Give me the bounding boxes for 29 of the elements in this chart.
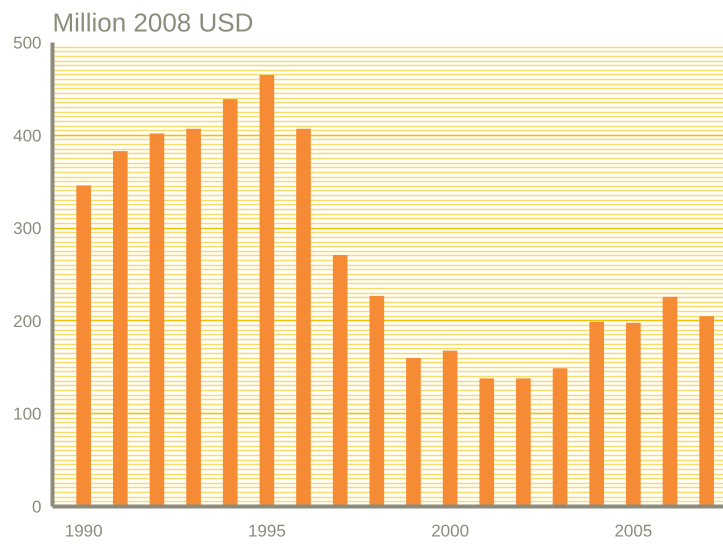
x-tick-label: 1990 xyxy=(64,522,103,540)
x-tick-label: 2005 xyxy=(614,522,652,540)
bar xyxy=(369,296,384,506)
y-tick-label: 300 xyxy=(13,219,42,238)
bar xyxy=(662,296,678,506)
x-tick-label: 2000 xyxy=(431,522,470,540)
bar xyxy=(296,128,311,506)
y-tick-label: 400 xyxy=(13,126,42,146)
bar xyxy=(186,128,201,506)
bar xyxy=(699,316,714,506)
bar xyxy=(406,358,421,506)
bar xyxy=(589,322,604,506)
bar xyxy=(150,133,164,506)
y-tick-label: 200 xyxy=(13,312,42,331)
x-tick-label: 1995 xyxy=(248,522,286,540)
bar xyxy=(626,322,641,506)
y-tick-label: 100 xyxy=(13,404,42,424)
bar xyxy=(332,255,348,506)
y-tick-label: 0 xyxy=(32,498,42,516)
bar xyxy=(260,74,274,506)
bar xyxy=(552,368,568,506)
chart-title: Million 2008 USD xyxy=(52,8,254,38)
y-tick-label: 500 xyxy=(13,34,42,52)
bar xyxy=(479,378,494,506)
bar xyxy=(442,350,458,506)
bar xyxy=(112,151,128,506)
bar xyxy=(76,185,91,506)
bar xyxy=(222,99,238,506)
bar xyxy=(516,378,531,506)
